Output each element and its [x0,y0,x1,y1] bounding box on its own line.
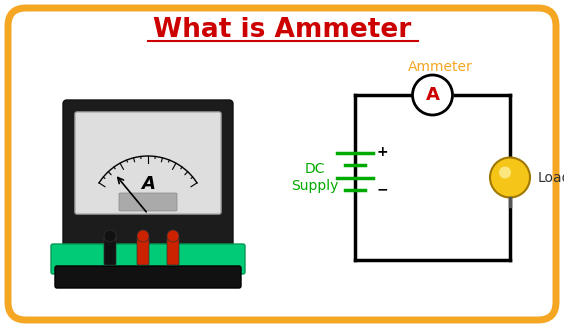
Text: +: + [377,146,389,159]
Text: Load: Load [538,171,564,184]
Text: A: A [141,175,155,193]
Text: What is Ammeter: What is Ammeter [153,17,411,43]
Circle shape [104,230,116,242]
FancyBboxPatch shape [51,244,245,274]
FancyBboxPatch shape [167,237,179,265]
Text: A: A [426,86,439,104]
FancyBboxPatch shape [104,237,116,265]
FancyBboxPatch shape [8,8,556,320]
Text: −: − [377,182,389,196]
FancyBboxPatch shape [75,112,221,214]
FancyBboxPatch shape [63,100,233,256]
FancyBboxPatch shape [119,193,177,211]
Circle shape [499,167,511,178]
Text: DC
Supply: DC Supply [292,162,339,193]
Circle shape [167,230,179,242]
FancyBboxPatch shape [55,266,241,288]
Circle shape [137,230,149,242]
FancyBboxPatch shape [137,237,149,265]
Text: Ammeter: Ammeter [408,60,473,74]
Circle shape [412,75,452,115]
Circle shape [490,157,530,197]
